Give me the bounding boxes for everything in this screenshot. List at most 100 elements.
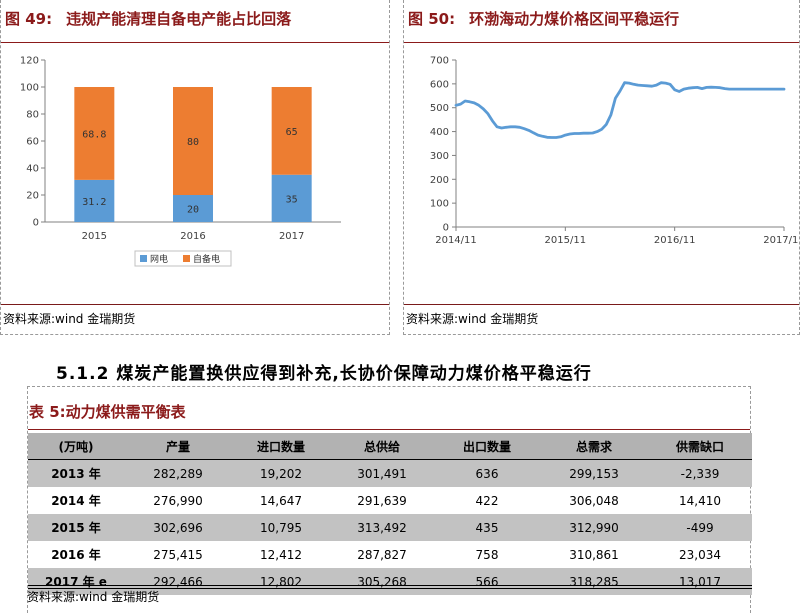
x-tick-label: 2014/11 bbox=[435, 235, 477, 246]
figure-49-title-text: 违规产能清理自备电产能占比回落 bbox=[66, 10, 292, 28]
cell-total-demand: 318,285 bbox=[540, 568, 648, 595]
cell-production: 292,466 bbox=[124, 568, 232, 595]
table-5-source: 资料来源:wind 金瑞期货 bbox=[27, 590, 160, 604]
table-row: 2013 年 282,289 19,202 301,491 636 299,15… bbox=[28, 459, 752, 487]
figure-50-panel: 图 50: 环渤海动力煤价格区间平稳运行 0 100 200 300 400 500 600 7… bbox=[403, 0, 800, 335]
cell-gap: 23,034 bbox=[679, 547, 721, 562]
cell-total-supply: 301,491 bbox=[330, 459, 434, 487]
y-tick-label: 0 bbox=[443, 223, 449, 234]
figure-50-title-text: 环渤海动力煤价格区间平稳运行 bbox=[469, 10, 680, 28]
cell-gap: 14,410 bbox=[679, 493, 721, 508]
header-total-demand: 总需求 bbox=[540, 433, 648, 460]
header-total-supply: 总供给 bbox=[330, 433, 434, 460]
cell-gap: -499 bbox=[648, 514, 752, 541]
table-5-title: 表 5:动力煤供需平衡表 bbox=[29, 403, 186, 421]
figure-50-source: 资料来源:wind 金瑞期货 bbox=[406, 312, 539, 326]
table-bottom-rule bbox=[28, 585, 752, 589]
cell-total-supply: 305,268 bbox=[330, 568, 434, 595]
cell-gap: 13,017 bbox=[648, 568, 752, 595]
figure-50-title: 图 50: 环渤海动力煤价格区间平稳运行 bbox=[408, 8, 679, 29]
y-tick-label: 40 bbox=[26, 164, 39, 175]
y-tick-label: 400 bbox=[430, 127, 449, 138]
legend-swatch bbox=[140, 255, 147, 262]
supply-demand-table: (万吨) 产量 进口数量 总供给 出口数量 总需求 供需缺口 2013 年 28… bbox=[28, 433, 752, 595]
x-tick-label: 2015 bbox=[82, 231, 107, 242]
x-tick-label: 2015/11 bbox=[545, 235, 587, 246]
table-header-row: (万吨) 产量 进口数量 总供给 出口数量 总需求 供需缺口 bbox=[28, 433, 752, 460]
cell-total-demand: 312,990 bbox=[540, 514, 648, 541]
row-year: 2014 年 bbox=[51, 494, 101, 508]
cell-exports: 566 bbox=[434, 568, 540, 595]
bar-segment bbox=[173, 87, 213, 195]
x-tick-label: 2017 bbox=[279, 231, 304, 242]
row-year: 2016 年 bbox=[51, 548, 101, 562]
cell-exports: 435 bbox=[434, 514, 540, 541]
cell-exports: 758 bbox=[475, 547, 499, 562]
cell-imports: 14,647 bbox=[260, 493, 302, 508]
cell-imports: 12,802 bbox=[232, 568, 330, 595]
y-tick-label: 700 bbox=[430, 56, 449, 67]
section-heading: 5.1.2 煤炭产能置换供应得到补充,长协价保障动力煤价格平稳运行 bbox=[56, 364, 592, 384]
bar-data-label: 80 bbox=[187, 137, 199, 148]
header-imports: 进口数量 bbox=[232, 433, 330, 460]
bar-data-label: 68.8 bbox=[82, 129, 106, 140]
cell-total-demand: 299,153 bbox=[540, 459, 648, 487]
cell-total-supply: 291,639 bbox=[357, 493, 407, 508]
legend-swatch bbox=[183, 255, 190, 262]
x-tick-label: 2017/11 bbox=[763, 235, 799, 246]
bar-segment bbox=[74, 179, 115, 222]
cell-imports: 10,795 bbox=[232, 514, 330, 541]
bar-data-label: 31.2 bbox=[82, 197, 106, 208]
table-row: 2016 年 275,415 12,412 287,827 758 310,86… bbox=[28, 541, 752, 568]
y-tick-label: 100 bbox=[20, 83, 39, 94]
price-line bbox=[454, 81, 786, 139]
legend-label: 网电 bbox=[150, 253, 168, 265]
header-unit: (万吨) bbox=[28, 433, 124, 460]
figure-49-panel: 图 49: 违规产能清理自备电产能占比回落 0 20 40 60 80 100 120 31.2… bbox=[0, 0, 390, 335]
table-5-title-rule bbox=[28, 429, 750, 430]
cell-gap: -2,339 bbox=[648, 459, 752, 487]
cell-exports: 636 bbox=[434, 459, 540, 487]
figure-50-title-rule bbox=[404, 42, 799, 43]
bar-data-label: 20 bbox=[187, 205, 199, 216]
x-tick-label: 2016/11 bbox=[654, 235, 696, 246]
figure-49-title: 图 49: 违规产能清理自备电产能占比回落 bbox=[5, 8, 291, 29]
bar-segment bbox=[173, 195, 213, 222]
header-production: 产量 bbox=[124, 433, 232, 460]
figure-49-title-rule bbox=[1, 42, 389, 43]
figure-49-source: 资料来源:wind 金瑞期货 bbox=[3, 312, 136, 326]
y-tick-label: 120 bbox=[20, 56, 39, 67]
figure-49-source-rule bbox=[1, 304, 389, 305]
legend-box bbox=[134, 250, 232, 267]
header-exports: 出口数量 bbox=[434, 433, 540, 460]
y-tick-label: 600 bbox=[430, 79, 449, 90]
legend-label: 自备电 bbox=[193, 253, 220, 265]
figure-50-line-chart: 0 100 200 300 400 500 600 700 2014/11 2015/11 2016… bbox=[430, 56, 799, 247]
figure-50-source-rule bbox=[404, 304, 799, 305]
header-gap: 供需缺口 bbox=[648, 433, 752, 460]
cell-exports: 422 bbox=[475, 493, 499, 508]
figure-49-stacked-bar-chart: 0 20 40 60 80 100 120 31.2 68.8 2015 20 80 2016 35 65 2… bbox=[20, 56, 341, 267]
x-tick-label: 2016 bbox=[180, 231, 205, 242]
table-row: 2014 年 276,990 14,647 291,639 422 306,04… bbox=[28, 487, 752, 514]
row-year: 2015 年 bbox=[28, 514, 124, 541]
cell-production: 302,696 bbox=[124, 514, 232, 541]
cell-total-demand: 306,048 bbox=[569, 493, 619, 508]
cell-imports: 12,412 bbox=[260, 547, 302, 562]
bar-data-label: 35 bbox=[286, 194, 298, 205]
y-tick-label: 100 bbox=[430, 199, 449, 210]
y-tick-label: 500 bbox=[430, 103, 449, 114]
cell-production: 276,990 bbox=[153, 493, 203, 508]
bar-segment bbox=[271, 174, 312, 222]
y-tick-label: 60 bbox=[26, 137, 39, 148]
table-5-panel: 表 5:动力煤供需平衡表 (万吨) 产量 进口数量 总供给 出口数量 总需求 供… bbox=[27, 386, 752, 613]
cell-total-supply: 287,827 bbox=[357, 547, 407, 562]
cell-total-demand: 310,861 bbox=[569, 547, 619, 562]
cell-total-supply: 313,492 bbox=[330, 514, 434, 541]
bar-data-label: 65 bbox=[286, 127, 298, 138]
bar-segment bbox=[271, 87, 312, 175]
table-row: 2015 年 302,696 10,795 313,492 435 312,99… bbox=[28, 514, 752, 541]
row-year: 2013 年 bbox=[28, 459, 124, 487]
y-tick-label: 20 bbox=[26, 191, 39, 202]
cell-production: 282,289 bbox=[124, 459, 232, 487]
